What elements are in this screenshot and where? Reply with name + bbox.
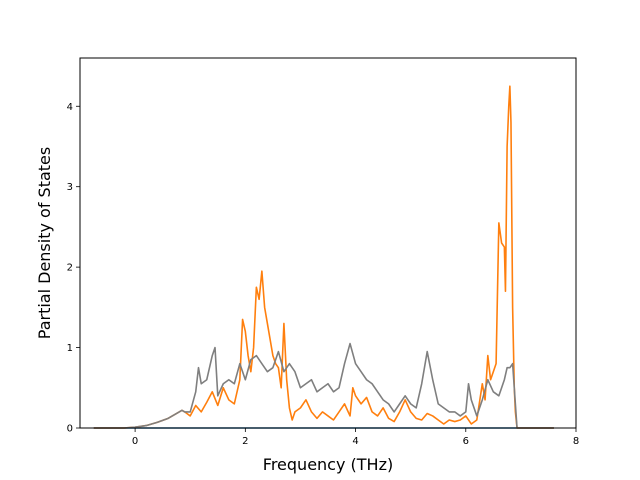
y-tick-label: 3 (67, 182, 73, 193)
x-axis-ticks: 0 2 4 6 8 (132, 428, 579, 447)
y-axis-label: Partial Density of States (35, 147, 54, 339)
y-tick-label: 2 (67, 263, 73, 274)
series-line-1 (93, 85, 554, 429)
x-axis-label: Frequency (THz) (263, 455, 393, 474)
y-axis-ticks: 0 1 2 3 4 (67, 102, 80, 435)
x-tick-label: 2 (242, 436, 248, 447)
series-line-2 (93, 342, 554, 429)
y-tick-label: 1 (67, 343, 73, 354)
y-tick-label: 0 (67, 424, 73, 435)
y-tick-label: 4 (67, 102, 73, 113)
x-tick-label: 8 (573, 436, 579, 447)
plot-frame (79, 57, 577, 429)
x-tick-label: 4 (352, 436, 358, 447)
x-tick-label: 0 (132, 436, 138, 447)
x-tick-label: 6 (463, 436, 469, 447)
